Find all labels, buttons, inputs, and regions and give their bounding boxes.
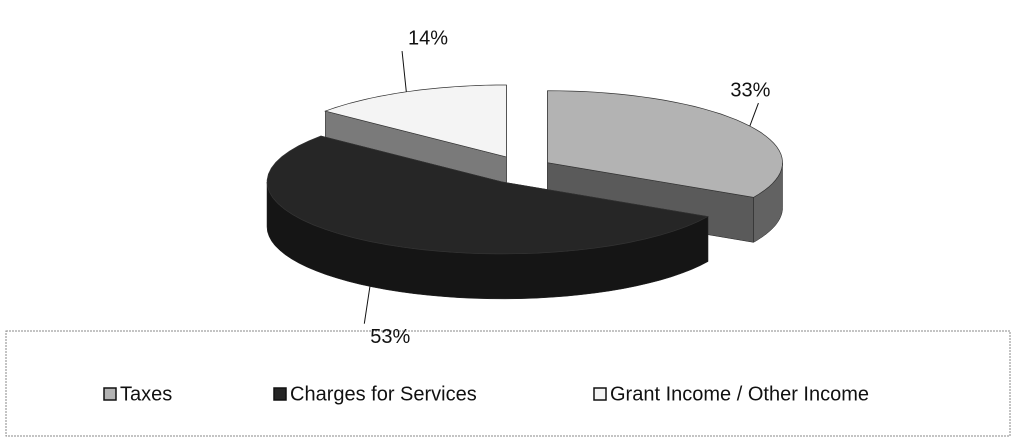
data-label: 14% [408, 27, 448, 49]
data-label: 33% [730, 79, 770, 101]
legend-box [5, 330, 1011, 437]
leader-line [401, 51, 407, 92]
legend-label: Charges for Services [290, 383, 477, 405]
slice-top [266, 135, 710, 255]
legend-swatch [273, 387, 287, 401]
legend-swatch [593, 387, 607, 401]
leader-line [749, 102, 759, 127]
data-label: 53% [370, 326, 410, 348]
legend-label: Grant Income / Other Income [610, 383, 869, 405]
leader-line [363, 286, 371, 324]
legend-label: Taxes [120, 383, 172, 405]
legend-swatch [103, 387, 117, 401]
